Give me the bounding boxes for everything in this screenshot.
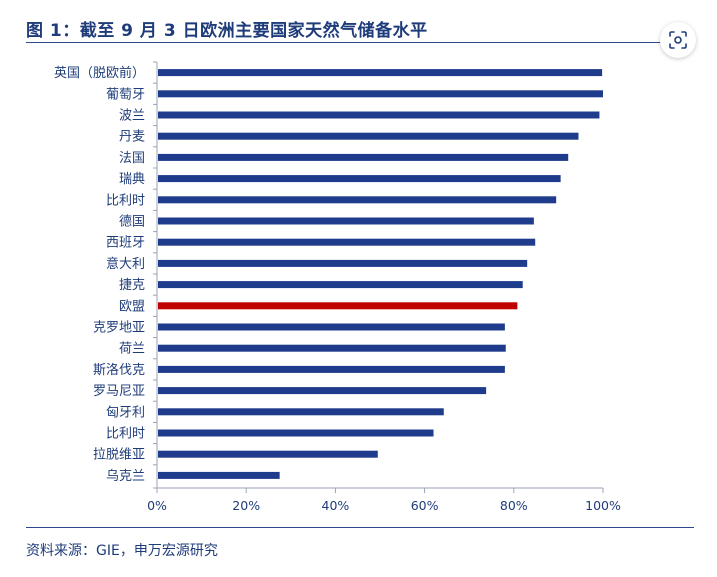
bar <box>158 132 579 140</box>
bar <box>158 238 536 246</box>
category-label: 瑞典 <box>119 172 145 187</box>
x-tick-label: 60% <box>411 498 439 513</box>
bar <box>158 153 569 161</box>
bar <box>158 217 534 225</box>
x-tick-label: 80% <box>500 498 528 513</box>
bar <box>158 281 523 289</box>
bar <box>158 175 561 183</box>
category-label: 匈牙利 <box>106 405 145 420</box>
bar <box>158 344 506 352</box>
scan-text-icon <box>669 31 687 49</box>
category-label: 西班牙 <box>106 236 145 251</box>
category-label: 比利时 <box>106 193 145 208</box>
bar <box>158 408 444 416</box>
category-label: 意大利 <box>106 256 145 272</box>
footer-divider <box>26 527 694 528</box>
bar <box>158 69 603 77</box>
category-label: 欧盟 <box>119 299 145 314</box>
category-label: 乌克兰 <box>106 468 145 484</box>
bar <box>158 429 434 437</box>
category-label: 法国 <box>119 151 145 166</box>
category-label: 葡萄牙 <box>106 87 145 102</box>
category-label: 德国 <box>119 215 145 230</box>
bar <box>158 387 487 395</box>
title-divider <box>26 42 694 43</box>
x-tick-label: 20% <box>232 498 260 513</box>
bar <box>158 196 557 204</box>
category-label: 波兰 <box>119 109 145 124</box>
bar <box>158 365 505 373</box>
category-label: 比利时 <box>106 427 145 442</box>
scan-text-button[interactable] <box>660 22 696 58</box>
x-tick-label: 0% <box>147 498 167 513</box>
category-label: 拉脱维亚 <box>93 448 145 463</box>
category-label: 克罗地亚 <box>93 321 145 336</box>
category-label: 斯洛伐克 <box>93 363 145 378</box>
bar <box>158 471 280 479</box>
bar-highlight <box>158 302 518 310</box>
bar <box>158 90 603 98</box>
bar <box>158 259 528 267</box>
category-label: 荷兰 <box>119 342 145 357</box>
category-label: 丹麦 <box>119 130 145 145</box>
x-tick-label: 100% <box>585 498 621 513</box>
category-label: 英国（脱欧前） <box>54 65 145 81</box>
category-label: 捷克 <box>119 278 145 293</box>
chart-title: 图 1：截至 9 月 3 日欧洲主要国家天然气储备水平 <box>26 21 428 41</box>
source-note: 资料来源：GIE，申万宏源研究 <box>26 543 218 559</box>
x-tick-label: 40% <box>322 498 350 513</box>
bar <box>158 323 505 331</box>
category-label: 罗马尼亚 <box>93 384 145 399</box>
bar <box>158 450 378 458</box>
bar <box>158 111 600 119</box>
